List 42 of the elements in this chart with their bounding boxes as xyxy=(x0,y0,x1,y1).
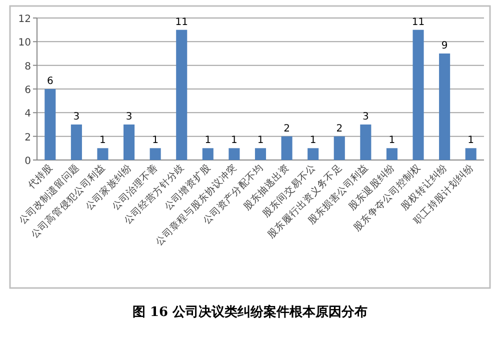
data-label: 1 xyxy=(388,135,396,146)
data-label: 9 xyxy=(441,40,448,52)
bar xyxy=(202,148,214,160)
bar xyxy=(254,148,266,160)
data-label: 3 xyxy=(126,112,132,122)
bar xyxy=(386,148,398,160)
bar xyxy=(124,124,135,160)
y-tick-label: 6 xyxy=(24,85,31,96)
data-label: 11 xyxy=(412,16,425,28)
y-tick-label: 4 xyxy=(24,108,31,120)
data-label: 1 xyxy=(468,135,474,146)
bar xyxy=(308,148,319,160)
bar xyxy=(70,124,82,160)
data-label: 6 xyxy=(46,76,54,87)
bar xyxy=(150,148,161,160)
y-tick-label: 8 xyxy=(24,61,31,72)
data-label: 3 xyxy=(73,112,80,122)
data-label: 1 xyxy=(310,135,316,146)
y-tick-label: 0 xyxy=(24,156,31,167)
data-label: 1 xyxy=(204,135,212,146)
data-label: 2 xyxy=(336,123,343,134)
data-label: 1 xyxy=(152,135,159,146)
data-label: 3 xyxy=(362,112,369,122)
bar xyxy=(176,30,188,160)
bar xyxy=(44,89,56,160)
bar xyxy=(97,148,108,160)
bar xyxy=(281,136,292,160)
caption: 图 16 公司决议类纠纷案件根本原因分布 xyxy=(132,304,368,320)
data-label: 2 xyxy=(284,123,290,134)
y-tick-label: 10 xyxy=(18,38,31,49)
bar xyxy=(228,148,240,160)
y-tick-label: 2 xyxy=(24,132,31,144)
data-label: 1 xyxy=(100,135,106,146)
bar xyxy=(334,136,345,160)
bar xyxy=(412,30,424,160)
data-label: 1 xyxy=(231,135,238,146)
data-label: 11 xyxy=(175,16,188,28)
bar xyxy=(360,124,372,160)
bar xyxy=(465,148,476,160)
bar xyxy=(439,54,450,160)
y-tick-label: 12 xyxy=(18,14,31,25)
data-label: 1 xyxy=(257,135,264,146)
